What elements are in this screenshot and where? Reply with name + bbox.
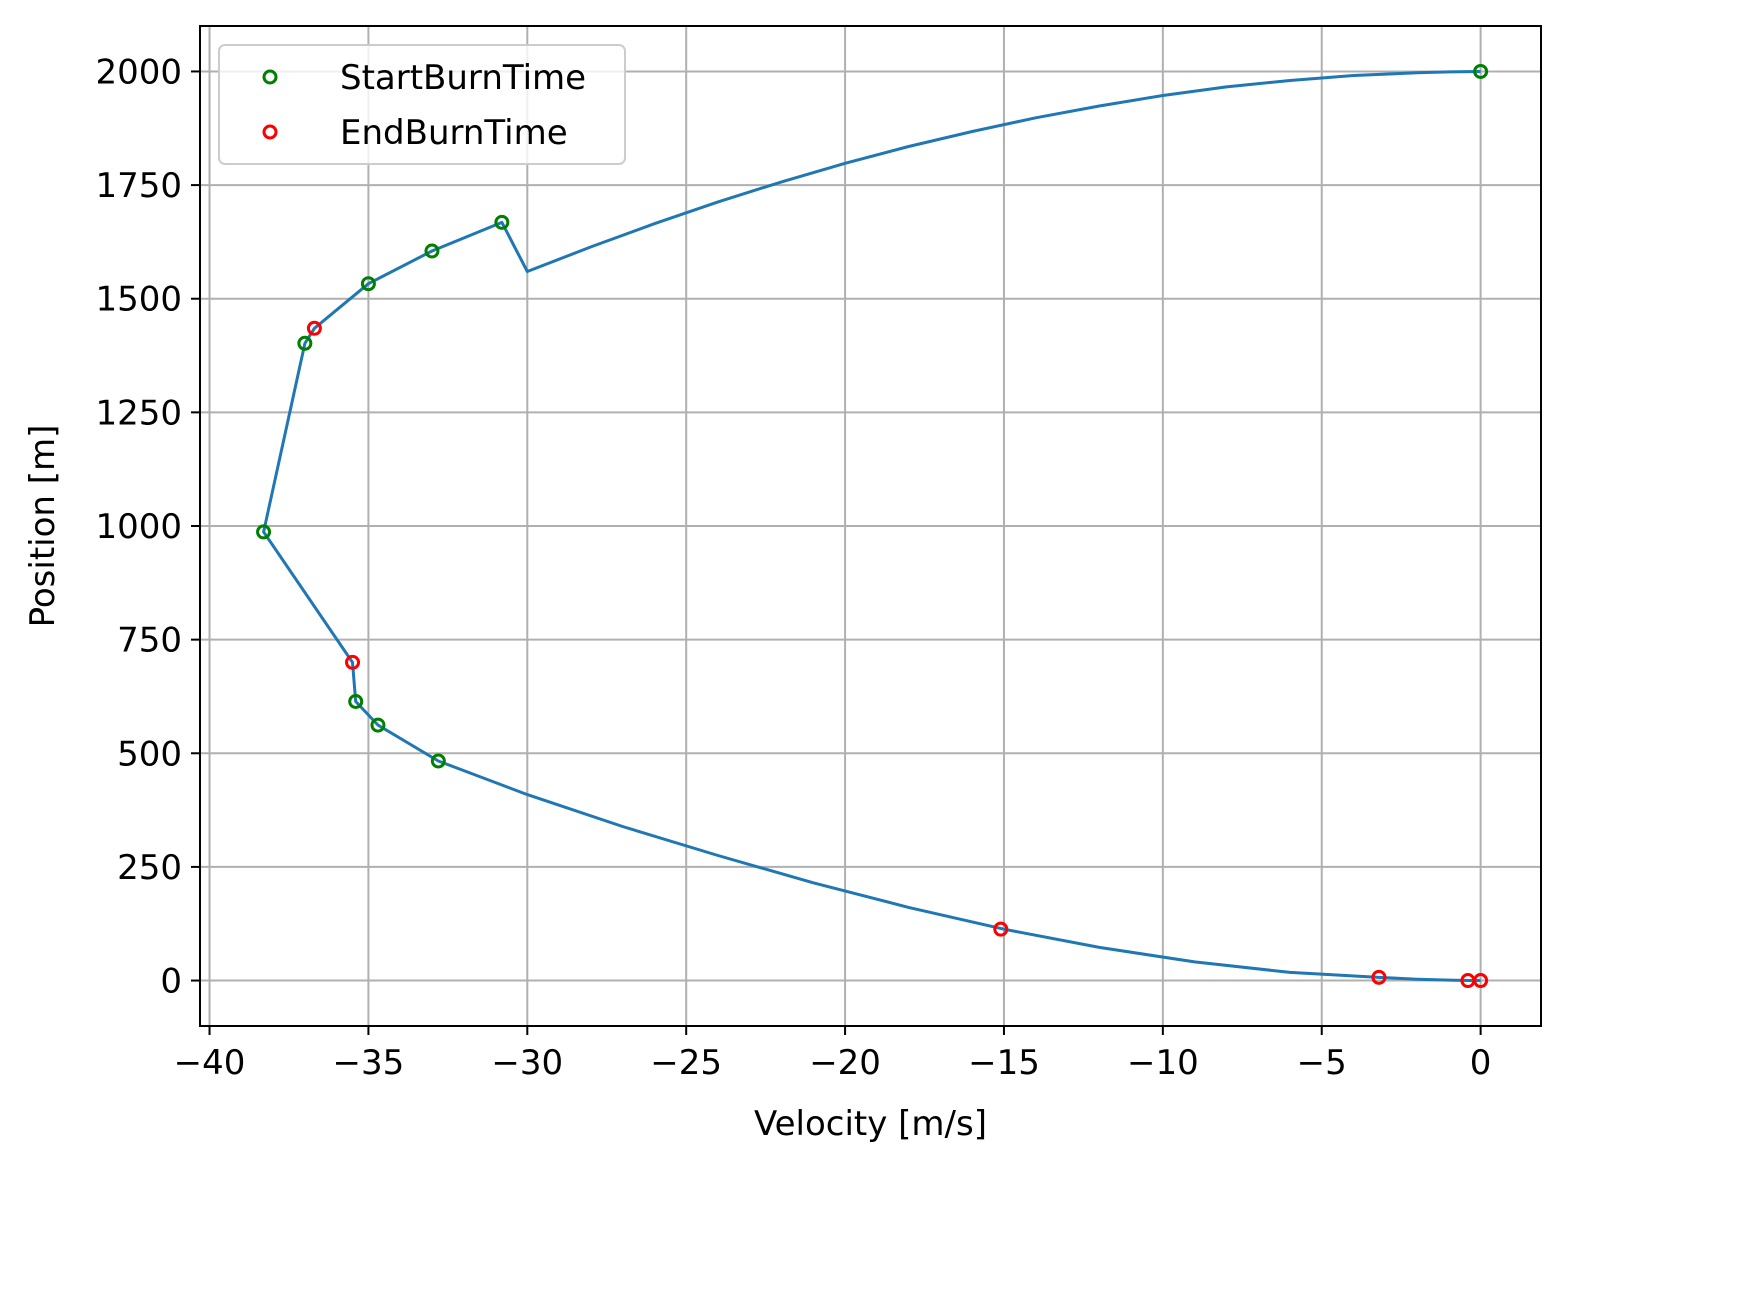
legend-box [218,44,626,165]
tick-layer: −40 −35 −30 −25 −20 −15 −10 −5 0 0 250 500 750 1000 12… [95,52,1491,1083]
legend-marker-end-burn [262,124,278,140]
end-burn-marker [993,921,1009,937]
start-burn-marker [297,335,313,351]
start-burn-marker [348,693,364,709]
end-burn-marker [1473,973,1489,989]
start-burn-marker [370,717,386,733]
x-tick-label: −20 [809,1043,881,1083]
start-burn-marker [1473,63,1489,79]
x-tick-label: −30 [491,1043,563,1083]
end-burn-marker [306,320,322,336]
y-axis-label: Position [m] [23,425,63,628]
x-tick-label: −25 [650,1043,722,1083]
start-burn-marker [256,524,272,540]
x-tick-label: 0 [1470,1043,1492,1083]
y-tick-label: 0 [160,962,182,1002]
y-tick-label: 2000 [95,52,182,92]
x-tick-label: −15 [968,1043,1040,1083]
x-tick-label: −40 [174,1043,246,1083]
trajectory-line-layer [262,70,1481,982]
y-tick-label: 750 [117,621,182,661]
legend-label-end-burn: EndBurnTime [340,113,568,153]
y-tick-label: 1250 [95,393,182,433]
legend-marker-start-burn [262,69,278,85]
start-burn-marker [424,243,440,259]
x-tick-label: −5 [1297,1043,1347,1083]
y-tick-label: 1500 [95,280,182,320]
y-tick-label: 1000 [95,507,182,547]
marker-layer [256,63,1489,989]
end-burn-marker [1371,969,1387,985]
y-tick-label: 250 [117,848,182,888]
start-burn-marker [430,753,446,769]
x-tick-label: −35 [333,1043,405,1083]
start-burn-marker [494,214,510,230]
y-tick-label: 1750 [95,166,182,206]
y-tick-label: 500 [117,734,182,774]
legend-label-start-burn: StartBurnTime [340,58,586,98]
legend: StartBurnTime EndBurnTime [218,44,626,165]
start-burn-marker [360,276,376,292]
trajectory-line [262,70,1481,982]
end-burn-marker [345,654,361,670]
x-tick-label: −10 [1127,1043,1199,1083]
x-axis-label: Velocity [m/s] [754,1104,987,1144]
